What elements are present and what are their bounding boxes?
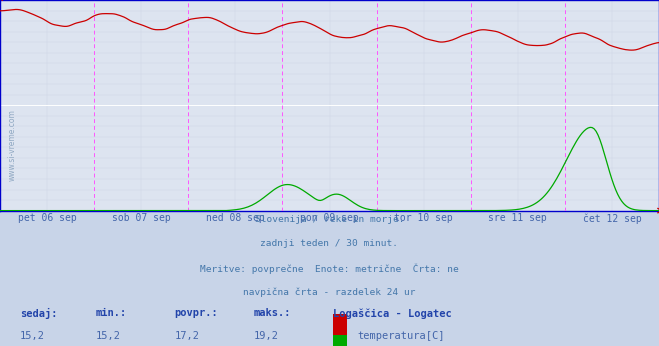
Text: 17,2: 17,2 [175,331,200,341]
Text: www.si-vreme.com: www.si-vreme.com [7,109,16,181]
Text: 15,2: 15,2 [20,331,45,341]
Bar [333,335,347,346]
Bar [333,313,347,335]
Text: Slovenija / reke in morje.: Slovenija / reke in morje. [255,215,404,224]
Text: Meritve: povprečne  Enote: metrične  Črta: ne: Meritve: povprečne Enote: metrične Črta:… [200,263,459,274]
Text: temperatura[C]: temperatura[C] [357,331,445,341]
Text: zadnji teden / 30 minut.: zadnji teden / 30 minut. [260,239,399,248]
Text: min.:: min.: [96,308,127,318]
Text: povpr.:: povpr.: [175,308,218,318]
Text: 15,2: 15,2 [96,331,121,341]
Text: navpična črta - razdelek 24 ur: navpična črta - razdelek 24 ur [243,288,416,297]
Text: sedaj:: sedaj: [20,308,57,319]
Text: Logaščica - Logatec: Logaščica - Logatec [333,308,451,319]
Text: maks.:: maks.: [254,308,291,318]
Text: 19,2: 19,2 [254,331,279,341]
